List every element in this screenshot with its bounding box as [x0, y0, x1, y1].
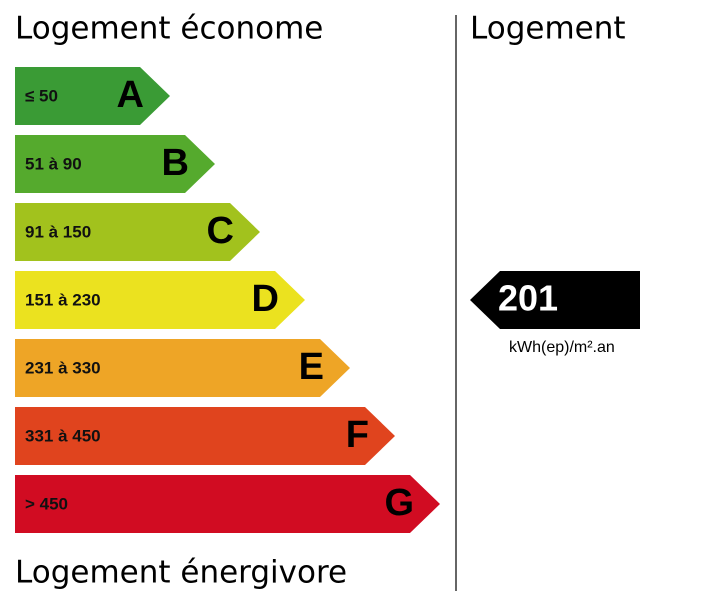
top-title: Logement économe	[15, 11, 323, 47]
class-range: 331 à 450	[25, 426, 101, 445]
class-bar	[15, 203, 260, 261]
class-bar	[15, 271, 305, 329]
right-title: Logement	[470, 11, 626, 47]
class-letter: A	[117, 74, 144, 116]
class-bar	[15, 67, 170, 125]
class-bar	[15, 475, 440, 533]
class-range: 51 à 90	[25, 154, 82, 173]
current-arrow	[470, 271, 640, 329]
class-letter: F	[346, 414, 369, 456]
class-letter: D	[252, 278, 279, 320]
class-letter: E	[299, 346, 324, 388]
class-range: ≤ 50	[25, 86, 58, 105]
class-letter: C	[207, 210, 234, 252]
class-range: 91 à 150	[25, 222, 91, 241]
class-letter: G	[384, 482, 414, 524]
class-letter: B	[162, 142, 189, 184]
class-range: 231 à 330	[25, 358, 101, 377]
current-value: 201	[498, 278, 558, 319]
class-bar	[15, 135, 215, 193]
class-range: 151 à 230	[25, 290, 101, 309]
current-unit: kWh(ep)/m².an	[509, 339, 615, 356]
class-range: > 450	[25, 494, 68, 513]
class-bar	[15, 339, 350, 397]
bottom-title: Logement énergivore	[15, 555, 347, 591]
class-bar	[15, 407, 395, 465]
